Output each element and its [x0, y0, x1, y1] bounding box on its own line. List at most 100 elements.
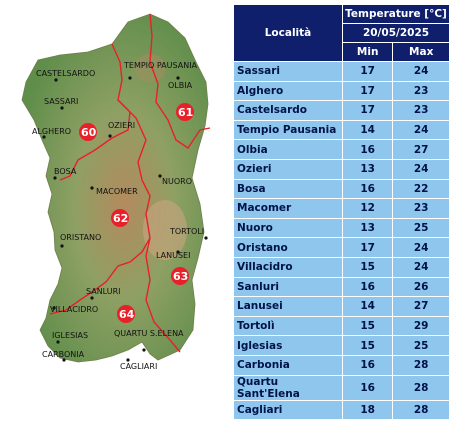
- zone-label-60: 60: [81, 126, 97, 139]
- table-row: Cagliari 18 28: [233, 399, 450, 421]
- locality-cell: Nuoro: [233, 217, 343, 239]
- table-row: Villacidro 15 24: [233, 256, 450, 278]
- min-cell: 12: [341, 198, 394, 219]
- max-cell: 28: [392, 399, 450, 421]
- date-header: 20/05/2025: [342, 23, 450, 43]
- min-cell: 18: [341, 399, 394, 421]
- table-row: Oristano 17 24: [233, 237, 450, 258]
- town-dots: [42, 76, 208, 362]
- min-cell: 13: [341, 217, 394, 239]
- max-cell: 26: [392, 276, 450, 298]
- table-row: Olbia 16 27: [233, 139, 450, 160]
- locality-cell: Cagliari: [233, 399, 343, 421]
- max-cell: 24: [392, 256, 450, 278]
- town-oristano: ORISTANO: [60, 233, 101, 242]
- table-row: Sanluri 16 26: [233, 276, 450, 298]
- min-cell: 15: [341, 335, 394, 356]
- town-lanusei: LANUSEI: [156, 251, 190, 260]
- min-cell: 14: [341, 119, 394, 141]
- table-row: Quartu Sant'Elena 16 28: [233, 374, 450, 401]
- min-header: Min: [341, 42, 394, 62]
- max-cell: 28: [392, 354, 450, 376]
- locality-cell: Quartu Sant'Elena: [233, 374, 343, 401]
- town-castelsardo: CASTELSARDO: [36, 69, 95, 78]
- max-cell: 22: [392, 178, 450, 200]
- zone-circle: [176, 103, 194, 121]
- town-sassari: SASSARI: [44, 97, 78, 106]
- town-sanluri: SANLURI: [86, 287, 121, 296]
- locality-cell: Macomer: [233, 198, 343, 219]
- table-row: Bosa 16 22: [233, 178, 450, 200]
- zone-circle: [111, 209, 129, 227]
- locality-cell: Villacidro: [233, 256, 343, 278]
- zone-label-61: 61: [178, 106, 193, 119]
- locality-cell: Oristano: [233, 237, 343, 258]
- locality-cell: Tortolì: [233, 315, 343, 337]
- locality-header: Località: [233, 4, 343, 62]
- locality-cell: Ozieri: [233, 158, 343, 180]
- temperature-table: Località Temperature [°C] 20/05/2025 Min…: [233, 4, 450, 421]
- zone-circle: [171, 267, 189, 285]
- max-cell: 27: [392, 139, 450, 160]
- locality-cell: Carbonia: [233, 354, 343, 376]
- town-bosa: BOSA: [54, 167, 77, 176]
- max-cell: 24: [392, 61, 450, 82]
- zone-circle: [117, 305, 135, 323]
- locality-cell: Sassari: [233, 61, 343, 82]
- town-quartu: QUARTU S.ELENA: [114, 329, 184, 338]
- locality-cell: Lanusei: [233, 296, 343, 317]
- max-cell: 28: [392, 374, 450, 401]
- locality-cell: Olbia: [233, 139, 343, 160]
- max-cell: 25: [392, 217, 450, 239]
- locality-cell: Castelsardo: [233, 100, 343, 121]
- mountain-relief: [143, 200, 187, 260]
- table-row: Sassari 17 24: [233, 61, 450, 82]
- town-tortoli: TORTOLI: [169, 227, 204, 236]
- max-cell: 29: [392, 315, 450, 337]
- town-iglesias: IGLESIAS: [52, 331, 88, 340]
- table-row: Carbonia 16 28: [233, 354, 450, 376]
- locality-cell: Alghero: [233, 80, 343, 102]
- town-carbonia: CARBONIA: [42, 350, 85, 359]
- zone-circle: [79, 123, 97, 141]
- table-row: Iglesias 15 25: [233, 335, 450, 356]
- min-cell: 16: [341, 374, 394, 401]
- zone-label-62: 62: [113, 212, 128, 225]
- town-alghero: ALGHERO: [32, 127, 71, 136]
- max-cell: 23: [392, 100, 450, 121]
- locality-cell: Sanluri: [233, 276, 343, 298]
- table-row: Alghero 17 23: [233, 80, 450, 102]
- sardinia-map: CASTELSARDO TEMPIO PAUSANIA OLBIA SASSAR…: [21, 13, 211, 371]
- table-row: Tortolì 15 29: [233, 315, 450, 337]
- min-cell: 16: [341, 276, 394, 298]
- zone-markers: 60 61 62 63 64: [79, 103, 194, 323]
- map-svg: CASTELSARDO TEMPIO PAUSANIA OLBIA SASSAR…: [21, 13, 211, 371]
- town-labels: CASTELSARDO TEMPIO PAUSANIA OLBIA SASSAR…: [32, 61, 204, 371]
- min-cell: 14: [341, 296, 394, 317]
- table-row: Ozieri 13 24: [233, 158, 450, 180]
- town-ozieri: OZIERI: [108, 121, 135, 130]
- town-villacidro: VILLACIDRO: [50, 305, 98, 314]
- max-cell: 23: [392, 198, 450, 219]
- min-cell: 17: [341, 80, 394, 102]
- min-cell: 13: [341, 158, 394, 180]
- locality-cell: Tempio Pausania: [233, 119, 343, 141]
- town-olbia: OLBIA: [168, 81, 193, 90]
- table-row: Tempio Pausania 14 24: [233, 119, 450, 141]
- table-row: Macomer 12 23: [233, 198, 450, 219]
- mountain-relief: [134, 54, 166, 82]
- island-shape: [21, 13, 209, 363]
- max-cell: 23: [392, 80, 450, 102]
- max-cell: 27: [392, 296, 450, 317]
- min-cell: 15: [341, 256, 394, 278]
- locality-cell: Iglesias: [233, 335, 343, 356]
- max-cell: 24: [392, 237, 450, 258]
- max-cell: 25: [392, 335, 450, 356]
- max-cell: 24: [392, 119, 450, 141]
- town-macomer: MACOMER: [96, 187, 138, 196]
- town-cagliari: CAGLIARI: [120, 362, 157, 371]
- town-nuoro: NUORO: [162, 177, 192, 186]
- min-cell: 17: [341, 237, 394, 258]
- town-tempio-pausania: TEMPIO PAUSANIA: [123, 61, 198, 70]
- min-cell: 16: [341, 178, 394, 200]
